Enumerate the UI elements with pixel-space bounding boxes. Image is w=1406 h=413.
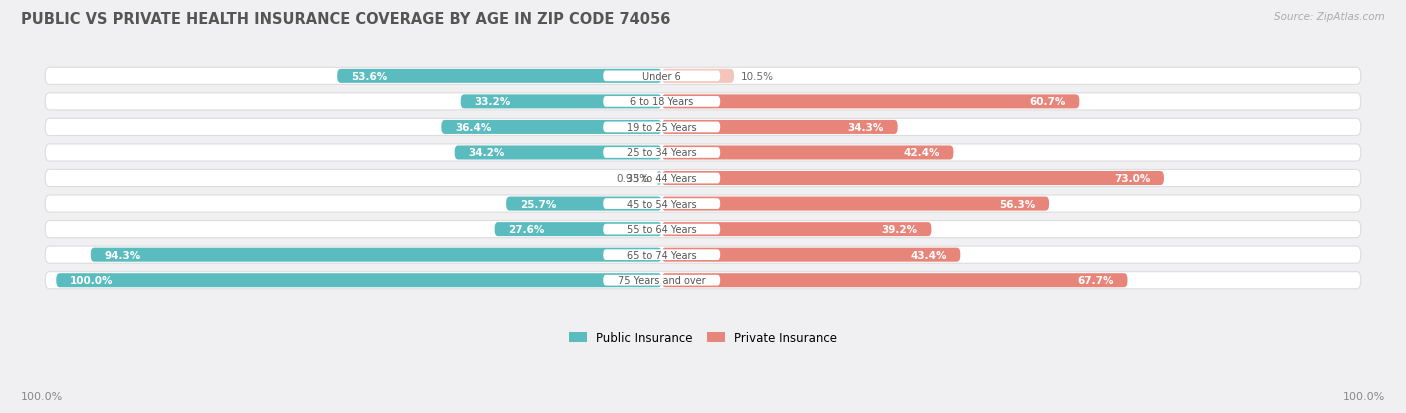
FancyBboxPatch shape xyxy=(495,223,662,237)
FancyBboxPatch shape xyxy=(45,247,1361,263)
Text: 33.2%: 33.2% xyxy=(474,97,510,107)
FancyBboxPatch shape xyxy=(603,275,720,286)
FancyBboxPatch shape xyxy=(45,221,1361,238)
Text: 100.0%: 100.0% xyxy=(1343,391,1385,401)
Text: Under 6: Under 6 xyxy=(643,72,681,82)
Text: 34.2%: 34.2% xyxy=(468,148,505,158)
FancyBboxPatch shape xyxy=(45,94,1361,111)
FancyBboxPatch shape xyxy=(603,250,720,261)
Text: 94.3%: 94.3% xyxy=(104,250,141,260)
FancyBboxPatch shape xyxy=(45,195,1361,213)
FancyBboxPatch shape xyxy=(603,199,720,209)
FancyBboxPatch shape xyxy=(662,146,953,160)
Text: 67.7%: 67.7% xyxy=(1077,275,1114,285)
FancyBboxPatch shape xyxy=(45,170,1361,187)
Text: 100.0%: 100.0% xyxy=(21,391,63,401)
Text: 35 to 44 Years: 35 to 44 Years xyxy=(627,173,696,184)
FancyBboxPatch shape xyxy=(603,97,720,107)
Text: Source: ZipAtlas.com: Source: ZipAtlas.com xyxy=(1274,12,1385,22)
Text: 6 to 18 Years: 6 to 18 Years xyxy=(630,97,693,107)
FancyBboxPatch shape xyxy=(56,273,662,287)
Text: 27.6%: 27.6% xyxy=(509,225,544,235)
FancyBboxPatch shape xyxy=(662,197,1049,211)
FancyBboxPatch shape xyxy=(603,148,720,159)
FancyBboxPatch shape xyxy=(662,223,931,237)
FancyBboxPatch shape xyxy=(662,273,1128,287)
Text: 36.4%: 36.4% xyxy=(456,123,492,133)
Text: 25 to 34 Years: 25 to 34 Years xyxy=(627,148,696,158)
FancyBboxPatch shape xyxy=(603,224,720,235)
FancyBboxPatch shape xyxy=(45,145,1361,161)
Text: 0.93%: 0.93% xyxy=(616,173,650,184)
Text: 65 to 74 Years: 65 to 74 Years xyxy=(627,250,696,260)
Legend: Public Insurance, Private Insurance: Public Insurance, Private Insurance xyxy=(564,326,842,349)
Text: 43.4%: 43.4% xyxy=(910,250,946,260)
FancyBboxPatch shape xyxy=(662,248,960,262)
FancyBboxPatch shape xyxy=(662,95,1080,109)
Text: 19 to 25 Years: 19 to 25 Years xyxy=(627,123,696,133)
Text: PUBLIC VS PRIVATE HEALTH INSURANCE COVERAGE BY AGE IN ZIP CODE 74056: PUBLIC VS PRIVATE HEALTH INSURANCE COVER… xyxy=(21,12,671,27)
FancyBboxPatch shape xyxy=(337,70,662,84)
FancyBboxPatch shape xyxy=(45,68,1361,85)
Text: 10.5%: 10.5% xyxy=(741,72,773,82)
Text: 25.7%: 25.7% xyxy=(520,199,557,209)
FancyBboxPatch shape xyxy=(45,119,1361,136)
FancyBboxPatch shape xyxy=(603,71,720,82)
Text: 42.4%: 42.4% xyxy=(903,148,939,158)
FancyBboxPatch shape xyxy=(506,197,662,211)
Text: 34.3%: 34.3% xyxy=(848,123,884,133)
FancyBboxPatch shape xyxy=(603,122,720,133)
Text: 53.6%: 53.6% xyxy=(352,72,387,82)
Text: 39.2%: 39.2% xyxy=(882,225,918,235)
FancyBboxPatch shape xyxy=(45,272,1361,289)
Text: 100.0%: 100.0% xyxy=(70,275,114,285)
FancyBboxPatch shape xyxy=(91,248,662,262)
FancyBboxPatch shape xyxy=(662,70,734,84)
Text: 73.0%: 73.0% xyxy=(1114,173,1150,184)
FancyBboxPatch shape xyxy=(454,146,662,160)
Text: 56.3%: 56.3% xyxy=(1000,199,1035,209)
FancyBboxPatch shape xyxy=(662,121,897,135)
FancyBboxPatch shape xyxy=(441,121,662,135)
FancyBboxPatch shape xyxy=(603,173,720,184)
FancyBboxPatch shape xyxy=(461,95,662,109)
Text: 75 Years and over: 75 Years and over xyxy=(617,275,706,285)
Text: 60.7%: 60.7% xyxy=(1029,97,1066,107)
Text: 45 to 54 Years: 45 to 54 Years xyxy=(627,199,696,209)
Text: 55 to 64 Years: 55 to 64 Years xyxy=(627,225,696,235)
FancyBboxPatch shape xyxy=(657,171,662,185)
FancyBboxPatch shape xyxy=(662,171,1164,185)
